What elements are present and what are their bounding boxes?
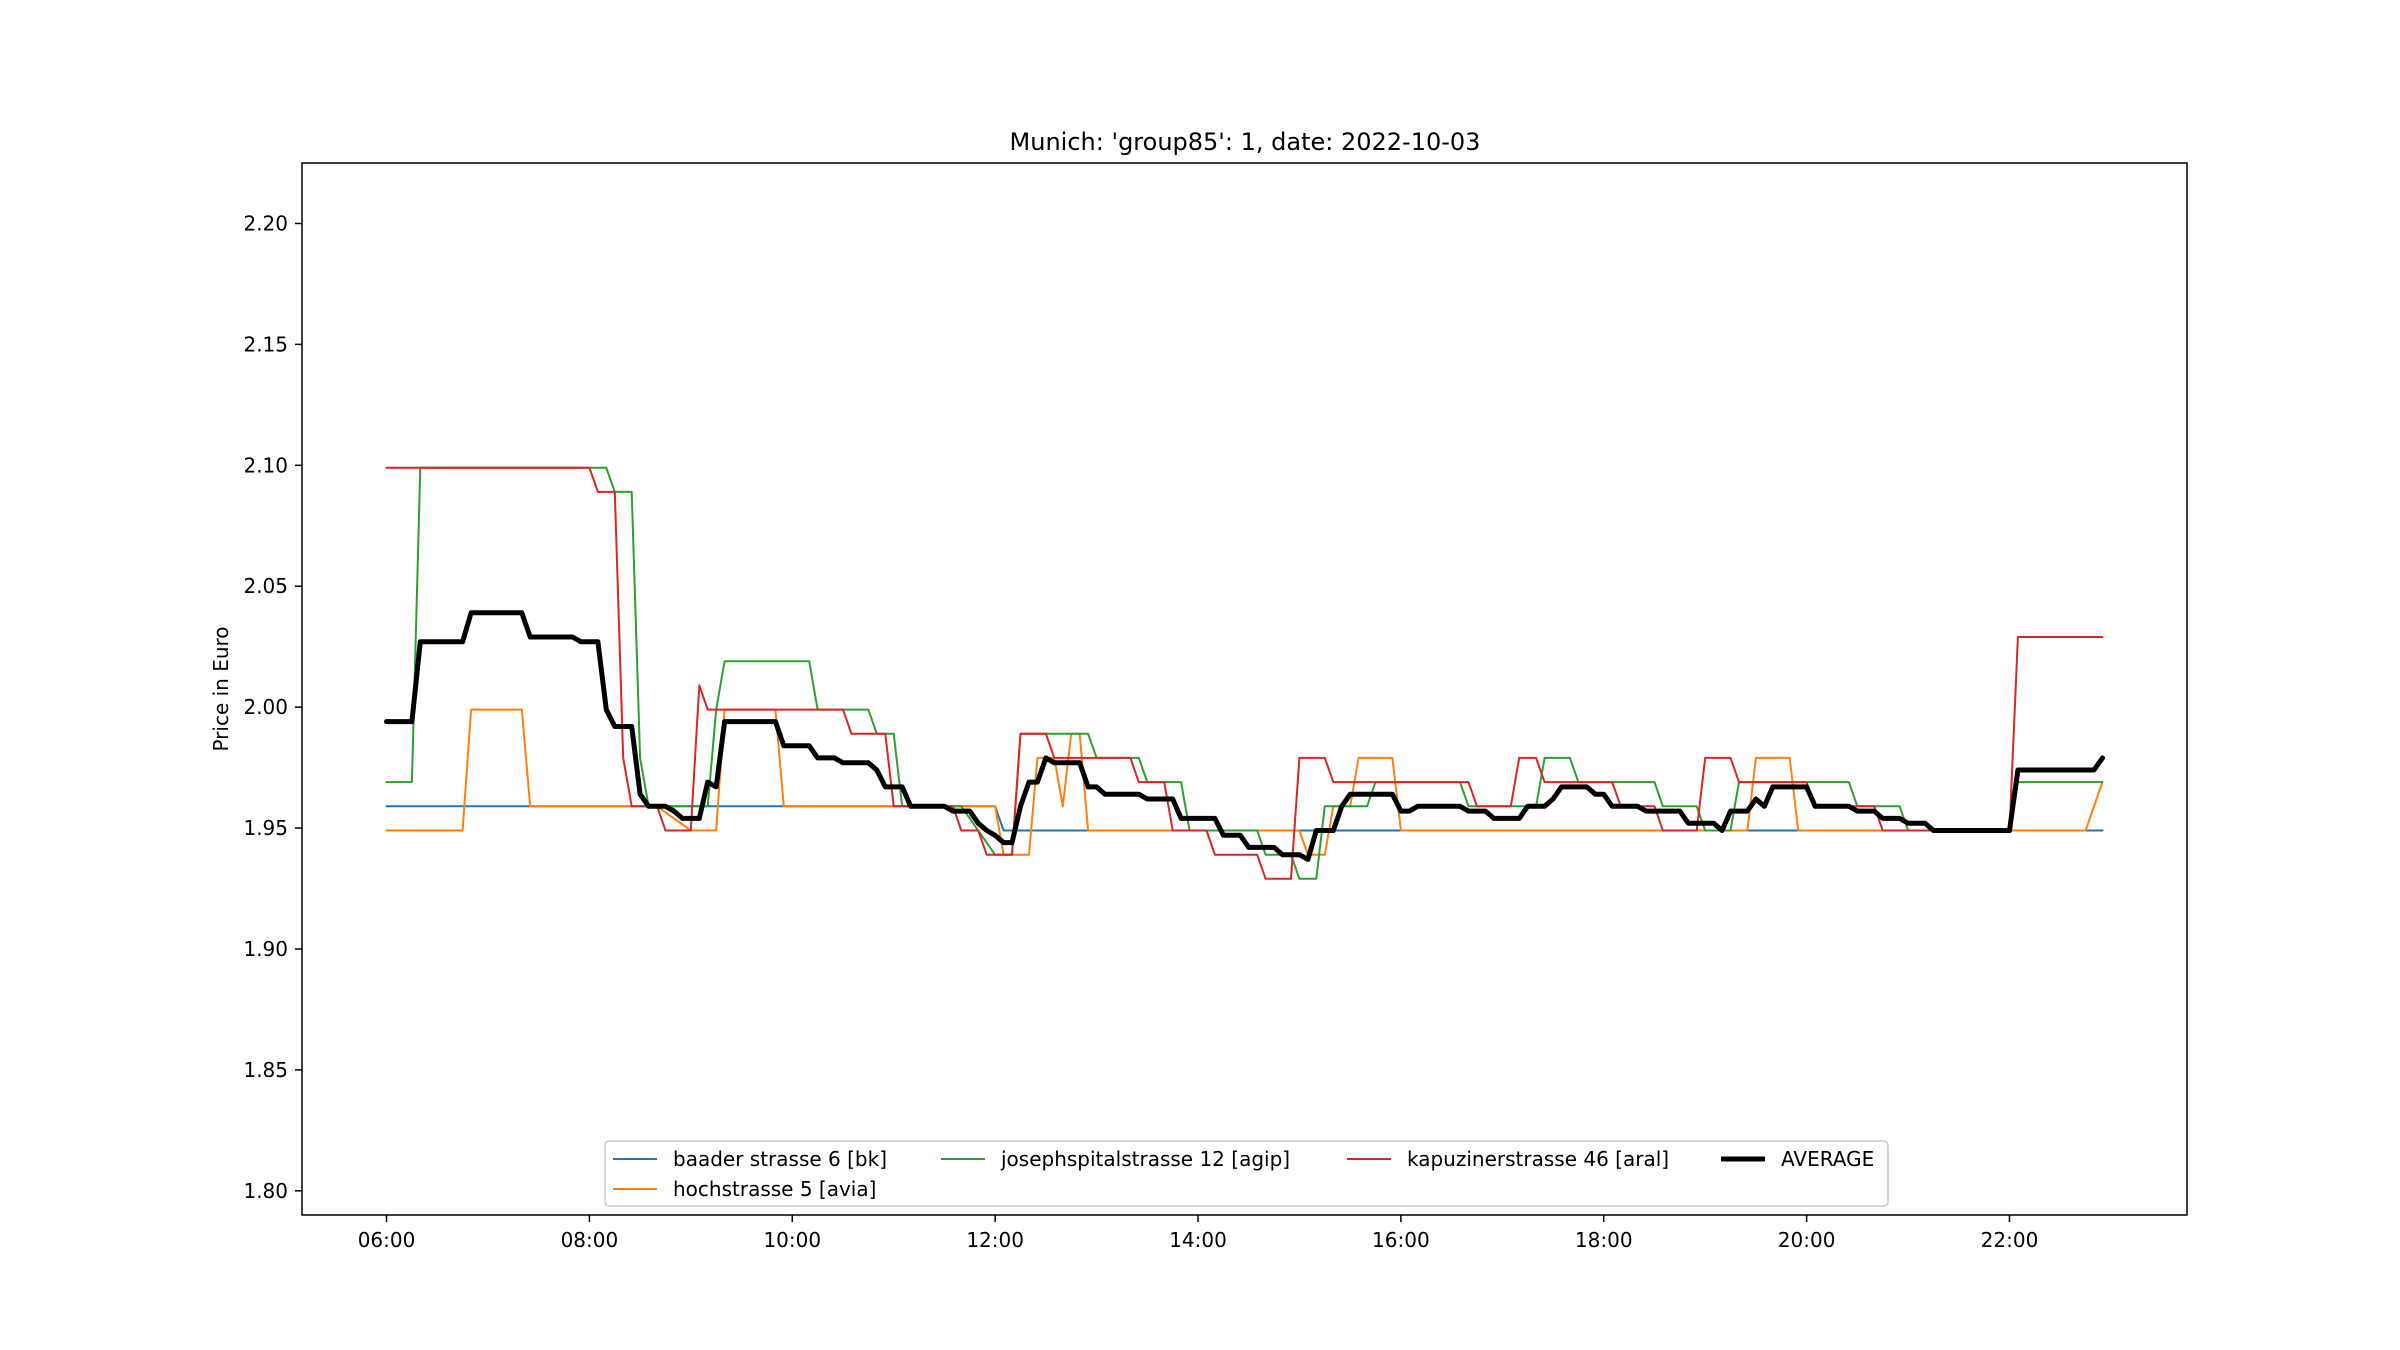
y-tick-label: 2.10 <box>243 453 288 477</box>
legend-label: baader strasse 6 [bk] <box>673 1147 887 1171</box>
y-tick-label: 2.00 <box>243 695 288 719</box>
x-tick-label: 22:00 <box>1981 1228 2039 1252</box>
y-tick-label: 1.90 <box>243 937 288 961</box>
x-tick-label: 20:00 <box>1778 1228 1836 1252</box>
chart-title: Munich: 'group85': 1, date: 2022-10-03 <box>1010 128 1481 156</box>
x-tick-label: 12:00 <box>966 1228 1024 1252</box>
y-tick-label: 1.85 <box>243 1058 288 1082</box>
series-layer <box>384 466 2105 880</box>
legend-label: josephspitalstrasse 12 [agip] <box>1000 1147 1290 1171</box>
legend-label: hochstrasse 5 [avia] <box>673 1177 876 1201</box>
x-tick-label: 06:00 <box>358 1228 416 1252</box>
series-line-average <box>384 610 2105 862</box>
legend: baader strasse 6 [bk] josephspitalstrasse… <box>604 1140 1889 1207</box>
legend-label: AVERAGE <box>1781 1147 1874 1171</box>
plot-frame <box>301 162 2188 1216</box>
plot-area: 06:00 08:00 10:00 12:00 14:00 16:00 18:00 20:00… <box>243 162 2188 1252</box>
y-axis: 1.80 1.85 1.90 1.95 2.00 2.05 2.10 2.15 2.20 <box>243 211 302 1203</box>
y-tick-label: 2.20 <box>243 211 288 235</box>
y-tick-label: 2.15 <box>243 332 288 356</box>
x-tick-label: 14:00 <box>1169 1228 1227 1252</box>
y-tick-label: 1.80 <box>243 1179 288 1203</box>
x-tick-label: 16:00 <box>1372 1228 1430 1252</box>
x-tick-label: 10:00 <box>763 1228 821 1252</box>
y-tick-label: 2.05 <box>243 574 288 598</box>
y-axis-label: Price in Euro <box>209 626 233 751</box>
y-tick-label: 1.95 <box>243 816 288 840</box>
series-line-kapuzinerstrasse-46-aral <box>385 466 2104 880</box>
x-axis: 06:00 08:00 10:00 12:00 14:00 16:00 18:00 20:00… <box>358 1215 2039 1252</box>
legend-label: kapuzinerstrasse 46 [aral] <box>1407 1147 1669 1171</box>
legend-box <box>604 1140 1889 1207</box>
x-tick-label: 18:00 <box>1575 1228 1633 1252</box>
series-line-hochstrasse-5-avia <box>385 708 2104 856</box>
x-tick-label: 08:00 <box>561 1228 619 1252</box>
